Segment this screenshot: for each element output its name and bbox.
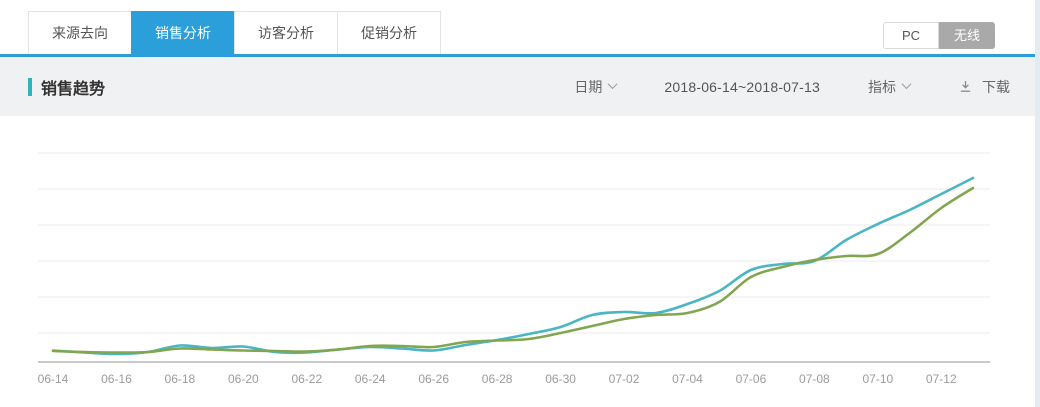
x-tick-label: 06-26 — [418, 372, 449, 386]
series-teal-line — [51, 176, 975, 356]
date-filter-dropdown[interactable]: 日期 — [574, 77, 618, 97]
metric-filter-dropdown[interactable]: 指标 — [868, 77, 912, 97]
tab-sales-analysis[interactable]: 销售分析 — [131, 11, 235, 54]
x-tick-label: 06-28 — [482, 372, 513, 386]
section-header: 销售趋势 日期 2018-06-14~2018-07-13 指标 下载 — [0, 57, 1040, 116]
accent-bar — [28, 77, 32, 96]
download-label: 下载 — [982, 78, 1010, 95]
page-edge-strip — [1035, 0, 1040, 407]
sales-trend-chart: 06-14 06-16 06-18 06-20 06-22 06-24 06-26 06-28… — [0, 116, 1035, 405]
pc-toggle-button[interactable]: PC — [883, 22, 939, 49]
tab-visitor-analysis[interactable]: 访客分析 — [234, 11, 338, 54]
x-tick-label: 06-16 — [101, 372, 132, 386]
x-tick-label: 07-04 — [672, 372, 703, 386]
metric-filter-label: 指标 — [868, 78, 896, 95]
x-tick-label: 06-30 — [545, 372, 576, 386]
chevron-down-icon — [607, 78, 618, 89]
tab-promotion-analysis[interactable]: 促销分析 — [337, 11, 441, 54]
date-filter-label: 日期 — [574, 78, 603, 95]
tab-bar: 来源去向 销售分析 访客分析 促销分析 PC 无线 — [0, 0, 1040, 57]
x-tick-label: 07-06 — [736, 372, 767, 386]
x-tick-label: 07-08 — [799, 372, 830, 386]
page-title: 销售趋势 — [41, 80, 106, 98]
tab-source-destination[interactable]: 来源去向 — [28, 11, 132, 54]
x-tick-label: 06-18 — [165, 372, 196, 386]
x-tick-label: 06-20 — [228, 372, 259, 386]
x-tick-label: 06-22 — [291, 372, 322, 386]
line-chart-canvas: 06-14 06-16 06-18 06-20 06-22 06-24 06-26 06-28… — [38, 152, 990, 386]
date-range-value[interactable]: 2018-06-14~2018-07-13 — [664, 78, 820, 95]
download-icon — [960, 81, 971, 92]
x-tick-label: 07-12 — [926, 372, 957, 386]
wireless-toggle-button[interactable]: 无线 — [939, 22, 995, 49]
chevron-down-icon — [901, 78, 912, 89]
x-tick-label: 06-14 — [38, 372, 69, 386]
x-tick-label: 07-02 — [609, 372, 640, 386]
series-green-line — [51, 186, 975, 354]
x-tick-label: 07-10 — [862, 372, 893, 386]
section-title-wrap: 销售趋势 — [28, 75, 105, 99]
header-controls: 日期 2018-06-14~2018-07-13 指标 下载 — [574, 77, 1010, 97]
tabs: 来源去向 销售分析 访客分析 促销分析 — [28, 11, 441, 54]
x-tick-label: 06-24 — [355, 372, 386, 386]
download-button[interactable]: 下载 — [958, 77, 1010, 97]
device-toggle: PC 无线 — [883, 22, 995, 49]
